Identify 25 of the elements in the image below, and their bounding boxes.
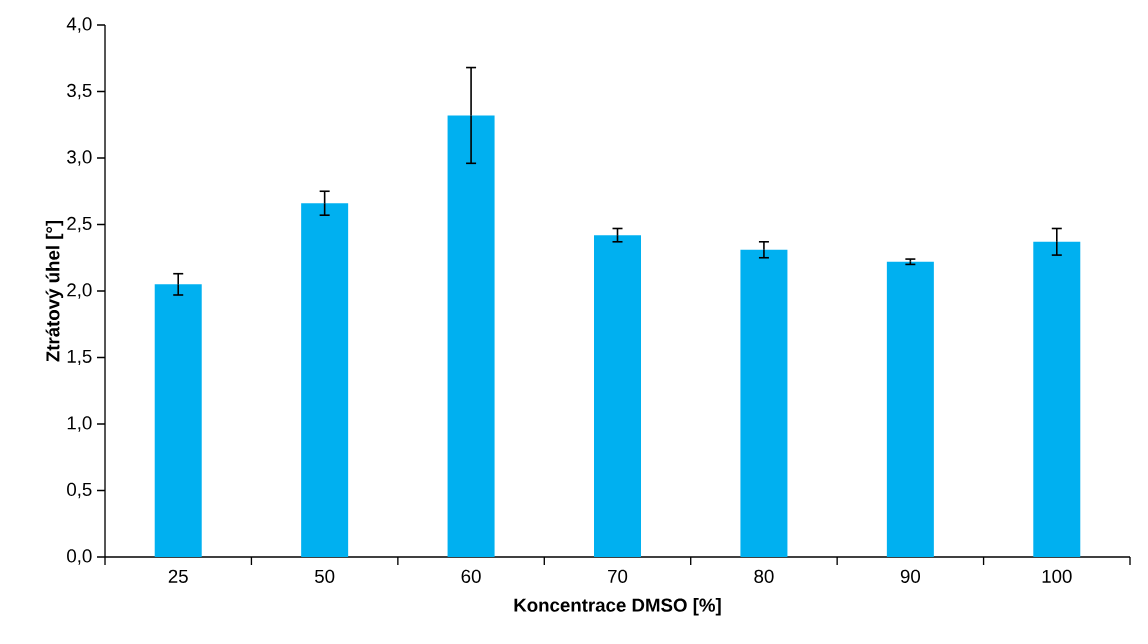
bar (886, 261, 934, 557)
x-axis-title: Koncentrace DMSO [%] (514, 598, 721, 616)
y-tick-label: 2,5 (67, 216, 92, 233)
y-tick-label: 0,5 (67, 482, 92, 499)
bar (1033, 241, 1081, 557)
x-tick-label: 80 (754, 569, 774, 583)
y-tick-label: 1,0 (67, 416, 92, 432)
x-tick-label: 70 (608, 569, 628, 583)
y-tick-label: 3,5 (67, 83, 92, 100)
y-tick-label: 1,5 (67, 349, 92, 366)
y-tick-label: 2,0 (67, 283, 92, 299)
x-tick-label: 90 (900, 569, 921, 583)
x-tick-label: 60 (461, 569, 481, 583)
bar (447, 115, 495, 557)
x-tick-label: 50 (315, 569, 335, 583)
bar (301, 203, 349, 557)
y-tick-label: 0,0 (67, 549, 92, 565)
bar (740, 249, 788, 557)
bar (594, 235, 642, 557)
bar (154, 284, 202, 557)
y-tick-label: 4,0 (66, 17, 92, 33)
y-tick-label: 3,0 (67, 150, 92, 166)
x-tick-label: 25 (168, 569, 188, 583)
x-tick-label: 100 (1042, 569, 1072, 583)
y-axis-title: Ztrátový úhel [°] (45, 220, 64, 362)
